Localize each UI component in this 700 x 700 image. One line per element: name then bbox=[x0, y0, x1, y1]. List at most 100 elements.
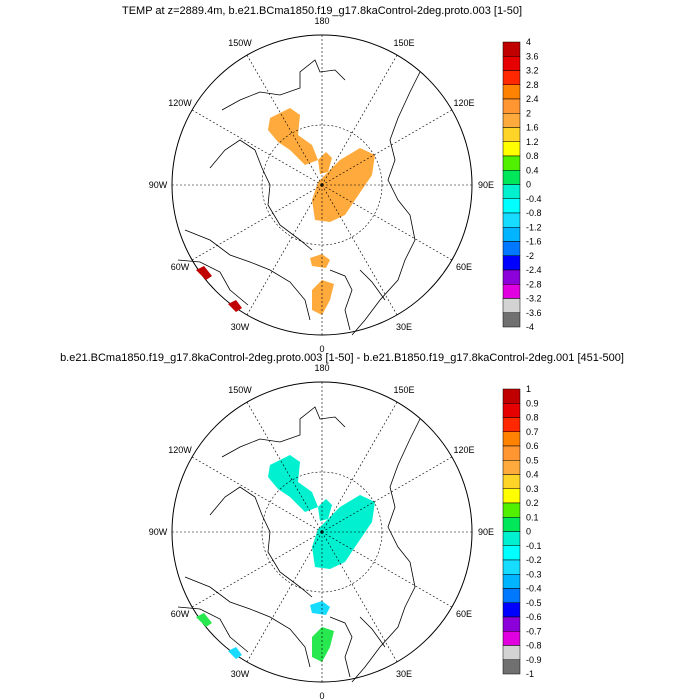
colorbar-box bbox=[502, 545, 521, 561]
anomaly-patch bbox=[196, 266, 212, 280]
colorbar-label: -1 bbox=[526, 669, 534, 679]
meridian-line bbox=[321, 109, 453, 186]
meridian-line bbox=[321, 184, 453, 261]
meridian-line bbox=[246, 401, 323, 533]
colorbar-box bbox=[502, 488, 521, 504]
longitude-label: 90E bbox=[478, 180, 494, 190]
longitude-label: 30E bbox=[396, 669, 412, 679]
longitude-label: 0 bbox=[319, 344, 324, 354]
panel-1-title: TEMP at z=2889.4m, b.e21.BCma1850.f19_g1… bbox=[122, 5, 522, 17]
meridian-line bbox=[246, 54, 323, 186]
colorbar-box bbox=[502, 445, 521, 461]
meridian-line bbox=[246, 531, 323, 663]
colorbar-label: 4 bbox=[526, 37, 531, 47]
longitude-label: 180 bbox=[314, 363, 329, 373]
colorbar-label: 2 bbox=[526, 108, 531, 118]
coastline bbox=[359, 269, 386, 301]
colorbar-box bbox=[502, 84, 521, 100]
meridian-line bbox=[191, 531, 323, 608]
colorbar-label: 0 bbox=[526, 527, 531, 537]
colorbar-box bbox=[502, 241, 521, 256]
colorbar-label: 0.4 bbox=[526, 470, 539, 480]
colorbar-label: 0.3 bbox=[526, 484, 539, 494]
longitude-label: 120W bbox=[168, 445, 192, 455]
colorbar-box bbox=[502, 141, 521, 157]
colorbar-label: 0.8 bbox=[526, 413, 539, 423]
longitude-label: 150W bbox=[228, 38, 252, 48]
meridian-line bbox=[321, 531, 398, 663]
longitude-label: 60W bbox=[171, 609, 190, 619]
longitude-label: 60W bbox=[171, 262, 190, 272]
longitude-label: 60E bbox=[456, 609, 472, 619]
colorbar-label: 1.6 bbox=[526, 123, 539, 133]
colorbar-label: -0.8 bbox=[526, 208, 542, 218]
colorbar-label: -0.9 bbox=[526, 655, 542, 665]
colorbar-box bbox=[502, 227, 521, 242]
anomaly-patch bbox=[312, 280, 334, 315]
coastline bbox=[209, 139, 313, 251]
colorbar-label: -0.7 bbox=[526, 626, 542, 636]
colorbar-box bbox=[502, 417, 521, 432]
meridian-line bbox=[246, 184, 323, 316]
longitude-label: 90E bbox=[478, 527, 494, 537]
colorbar-label: -0.4 bbox=[526, 194, 542, 204]
colorbar-label: 0.4 bbox=[526, 165, 539, 175]
coastline bbox=[329, 616, 353, 678]
colorbar-label: -3.6 bbox=[526, 308, 542, 318]
colorbar-label: -3.2 bbox=[526, 294, 542, 304]
longitude-label: 90W bbox=[149, 180, 168, 190]
anomaly-patch bbox=[268, 455, 318, 512]
coastline bbox=[184, 229, 311, 321]
coastline bbox=[209, 486, 313, 598]
longitude-label: 0 bbox=[319, 691, 324, 700]
colorbar-label: 3.6 bbox=[526, 51, 539, 61]
colorbar-label: -2 bbox=[526, 251, 534, 261]
colorbar-label: 0.6 bbox=[526, 441, 539, 451]
colorbar-box bbox=[502, 298, 521, 313]
colorbar-box bbox=[502, 631, 521, 646]
longitude-label: 30W bbox=[231, 669, 250, 679]
colorbar-label: 0.7 bbox=[526, 427, 539, 437]
colorbar-label: 2.8 bbox=[526, 80, 539, 90]
colorbar-box bbox=[502, 559, 521, 575]
colorbar-label: -0.4 bbox=[526, 584, 542, 594]
meridian-line bbox=[321, 456, 453, 533]
map-panel-1: 0 30E 60E 90E 120E 150E 180 150W 120W 90W 60W 30W 4 3… bbox=[149, 16, 542, 354]
colorbar-label: -0.1 bbox=[526, 541, 542, 551]
colorbar-label: -0.5 bbox=[526, 598, 542, 608]
colorbar-label: 1 bbox=[526, 384, 531, 394]
colorbar-box bbox=[502, 170, 521, 185]
longitude-label: 120E bbox=[454, 98, 475, 108]
colorbar-label: -2.8 bbox=[526, 279, 542, 289]
coastline bbox=[177, 606, 249, 653]
data-patches bbox=[177, 59, 421, 336]
longitude-label: 150E bbox=[393, 38, 414, 48]
meridian-line bbox=[191, 184, 323, 261]
colorbar-box bbox=[502, 431, 521, 447]
colorbar-label: 0.2 bbox=[526, 498, 539, 508]
colorbar-label: -1.6 bbox=[526, 237, 542, 247]
anomaly-patch bbox=[310, 601, 330, 615]
colorbar-label: 0.5 bbox=[526, 455, 539, 465]
colorbar-box bbox=[502, 41, 521, 57]
colorbar-box bbox=[502, 56, 521, 71]
colorbar-box bbox=[502, 460, 521, 475]
colorbar-box bbox=[502, 388, 521, 404]
coastline bbox=[184, 576, 311, 668]
meridian-line bbox=[321, 184, 398, 316]
colorbar-label: 2.4 bbox=[526, 94, 539, 104]
colorbar-box bbox=[502, 574, 521, 589]
longitude-label: 180 bbox=[314, 16, 329, 26]
colorbar-label: 0.8 bbox=[526, 151, 539, 161]
colorbar-label: -0.6 bbox=[526, 612, 542, 622]
longitude-label: 150E bbox=[393, 385, 414, 395]
colorbar-label: 3.2 bbox=[526, 66, 539, 76]
colorbar-label: -0.3 bbox=[526, 569, 542, 579]
colorbar-box bbox=[502, 184, 521, 199]
colorbar-box bbox=[502, 645, 521, 660]
longitude-label: 30W bbox=[231, 322, 250, 332]
colorbar-label: 0 bbox=[526, 180, 531, 190]
colorbar-label: 1.2 bbox=[526, 137, 539, 147]
colorbar-box bbox=[502, 502, 521, 518]
